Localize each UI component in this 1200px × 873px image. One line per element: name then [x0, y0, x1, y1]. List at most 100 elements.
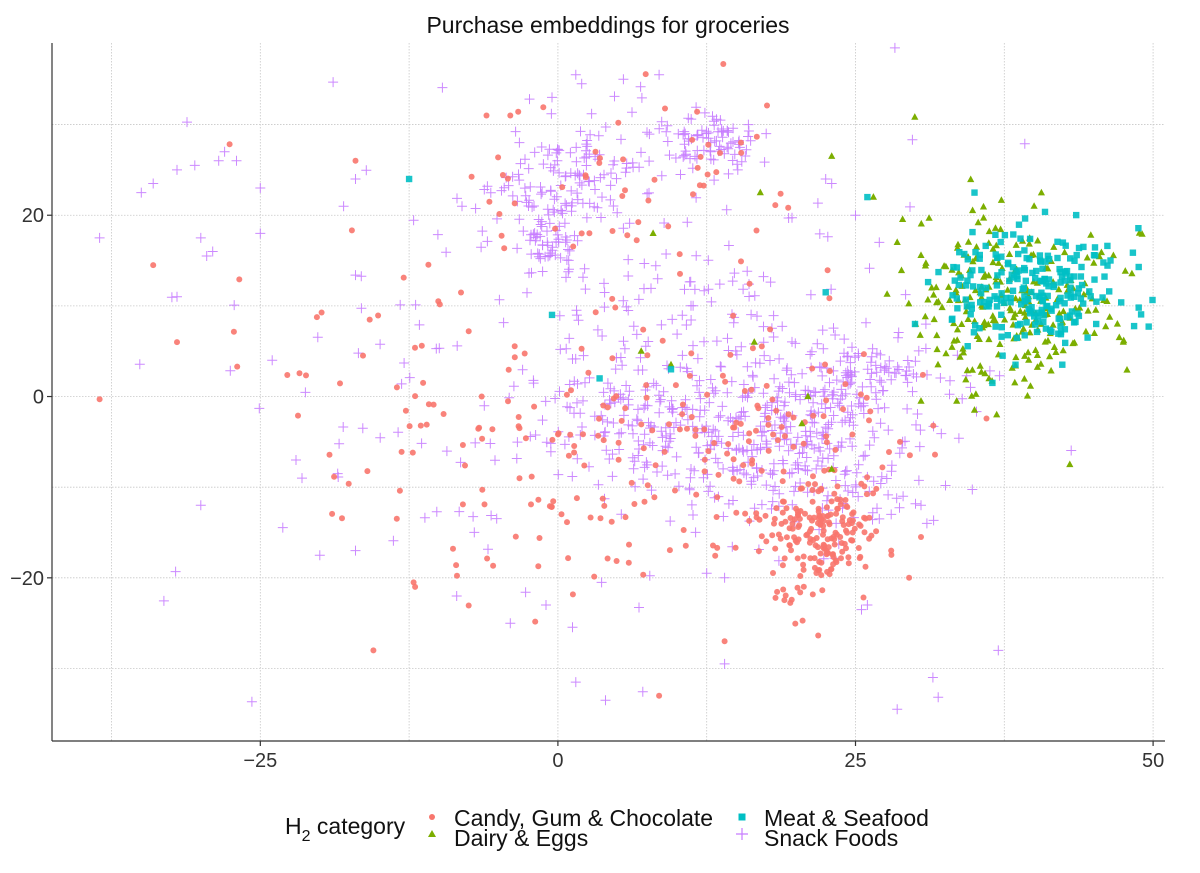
point-meat-seafood	[986, 296, 993, 304]
point-candy-gum-chocolate	[831, 541, 838, 548]
point-candy-gum-chocolate	[549, 436, 556, 443]
point-candy-gum-chocolate	[564, 519, 570, 526]
point-candy-gum-chocolate	[794, 555, 801, 562]
point-candy-gum-chocolate	[440, 411, 447, 417]
point-dairy-eggs	[958, 320, 966, 327]
point-snack-foods	[824, 377, 835, 388]
point-meat-seafood	[950, 263, 957, 271]
point-snack-foods	[580, 377, 590, 388]
point-snack-foods	[886, 374, 897, 385]
point-snack-foods	[576, 180, 587, 191]
point-snack-foods	[839, 469, 850, 480]
point-candy-gum-chocolate	[505, 398, 511, 405]
point-snack-foods	[777, 321, 788, 332]
point-snack-foods	[881, 473, 892, 484]
point-snack-foods	[748, 472, 759, 483]
point-candy-gum-chocolate	[619, 193, 626, 199]
point-snack-foods	[566, 185, 577, 196]
point-candy-gum-chocolate	[746, 517, 753, 524]
point-candy-gum-chocolate	[849, 537, 856, 544]
point-dairy-eggs	[804, 392, 812, 400]
point-snack-foods	[470, 203, 481, 214]
point-snack-foods	[565, 168, 576, 179]
point-candy-gum-chocolate	[676, 426, 683, 433]
point-snack-foods	[877, 385, 888, 396]
point-snack-foods	[902, 355, 913, 366]
point-snack-foods	[544, 144, 555, 155]
point-candy-gum-chocolate	[393, 384, 400, 391]
point-snack-foods	[597, 192, 607, 203]
point-candy-gum-chocolate	[638, 421, 645, 428]
point-snack-foods	[744, 291, 755, 302]
point-snack-foods	[350, 270, 361, 281]
point-meat-seafood	[1019, 286, 1026, 293]
point-candy-gum-chocolate	[296, 370, 303, 377]
point-candy-gum-chocolate	[479, 435, 486, 442]
point-snack-foods	[643, 336, 654, 347]
point-snack-foods	[835, 356, 846, 367]
point-snack-foods	[628, 428, 638, 439]
point-dairy-eggs	[995, 259, 1003, 266]
point-snack-foods	[549, 194, 560, 205]
point-snack-foods	[632, 415, 643, 426]
point-candy-gum-chocolate	[666, 547, 673, 554]
point-snack-foods	[332, 468, 343, 479]
point-snack-foods	[416, 438, 427, 449]
point-snack-foods	[787, 467, 797, 478]
point-snack-foods	[599, 302, 610, 313]
point-candy-gum-chocolate	[412, 583, 419, 590]
point-meat-seafood	[1100, 259, 1107, 266]
point-snack-foods	[575, 408, 586, 419]
point-candy-gum-chocolate	[736, 478, 743, 485]
point-candy-gum-chocolate	[644, 352, 651, 359]
point-candy-gum-chocolate	[453, 562, 460, 569]
point-candy-gum-chocolate	[608, 518, 615, 525]
point-snack-foods	[742, 266, 753, 277]
point-meat-seafood	[977, 299, 984, 306]
point-dairy-eggs	[911, 113, 919, 120]
point-snack-foods	[638, 474, 649, 485]
point-snack-foods	[596, 212, 606, 223]
point-meat-seafood	[1118, 299, 1125, 306]
point-candy-gum-chocolate	[826, 368, 833, 375]
point-snack-foods	[596, 577, 607, 588]
point-snack-foods	[703, 127, 714, 138]
point-snack-foods	[694, 375, 705, 386]
point-meat-seafood	[998, 311, 1005, 318]
point-candy-gum-chocolate	[773, 407, 780, 414]
point-snack-foods	[550, 393, 561, 404]
point-candy-gum-chocolate	[303, 372, 309, 379]
chart-title: Purchase embeddings for groceries	[426, 12, 789, 38]
point-snack-foods	[790, 389, 801, 400]
point-snack-foods	[801, 452, 812, 463]
point-candy-gum-chocolate	[528, 473, 535, 480]
point-candy-gum-chocolate	[919, 371, 926, 378]
point-snack-foods	[554, 386, 565, 397]
point-candy-gum-chocolate	[722, 378, 729, 385]
point-candy-gum-chocolate	[535, 496, 542, 503]
point-candy-gum-chocolate	[587, 514, 594, 521]
point-dairy-eggs	[1106, 313, 1114, 320]
point-snack-foods	[768, 458, 779, 469]
point-meat-seafood	[1022, 297, 1029, 305]
point-snack-foods	[569, 230, 580, 241]
point-candy-gum-chocolate	[536, 535, 543, 541]
point-candy-gum-chocolate	[393, 515, 400, 522]
point-snack-foods	[590, 184, 600, 195]
point-snack-foods	[805, 289, 816, 300]
point-snack-foods	[768, 332, 779, 342]
point-snack-foods	[864, 440, 875, 451]
point-snack-foods	[561, 272, 571, 283]
point-candy-gum-chocolate	[794, 584, 801, 591]
point-candy-gum-chocolate	[778, 520, 785, 527]
point-candy-gum-chocolate	[628, 479, 635, 486]
point-dairy-eggs	[969, 206, 977, 214]
point-candy-gum-chocolate	[609, 355, 616, 362]
point-snack-foods	[723, 143, 734, 154]
point-candy-gum-chocolate	[809, 498, 816, 505]
point-candy-gum-chocolate	[805, 481, 812, 487]
point-candy-gum-chocolate	[512, 533, 519, 540]
point-snack-foods	[761, 480, 772, 491]
point-meat-seafood	[1055, 330, 1062, 337]
point-meat-seafood	[1042, 258, 1049, 265]
